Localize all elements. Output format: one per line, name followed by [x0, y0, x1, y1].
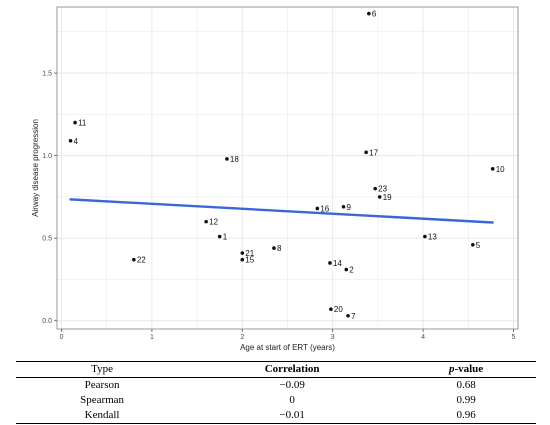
point-label: 21: [245, 249, 254, 258]
data-point: [204, 219, 208, 224]
cell-correlation: 0: [289, 394, 295, 406]
point-label: 15: [245, 256, 254, 265]
point-label: 8: [277, 244, 282, 253]
cell-p-value: 0.99: [456, 394, 476, 406]
data-point: [329, 307, 333, 311]
data-point: [341, 205, 346, 209]
point-label: 17: [369, 148, 378, 157]
data-point: [373, 186, 377, 191]
data-point: [68, 138, 73, 143]
x-axis-title: Age at start of ERT (years): [240, 343, 335, 352]
cell-type: Kendall: [84, 409, 120, 421]
x-tick-label: 0: [60, 334, 64, 341]
table-header-row: Type Correlation p-value: [16, 361, 536, 378]
point-label: 12: [209, 218, 218, 227]
point-label: 11: [78, 119, 87, 128]
y-tick-label: 0.5: [42, 236, 52, 243]
point-label: 14: [333, 259, 342, 268]
data-point: [272, 246, 276, 250]
y-tick-label: 1.5: [42, 71, 52, 78]
data-point: [471, 242, 475, 247]
point-label: 9: [347, 203, 352, 212]
point-label: 1: [223, 233, 228, 242]
data-point: [344, 267, 349, 272]
data-point: [490, 167, 495, 171]
cell-p-value: 0.68: [456, 379, 476, 391]
point-label: 13: [428, 233, 437, 242]
data-point: [346, 313, 350, 318]
point-label: 16: [320, 204, 329, 213]
data-point: [132, 257, 136, 262]
y-tick-label: 0.0: [42, 318, 52, 325]
x-tick-label: 5: [512, 334, 516, 341]
data-point: [225, 157, 229, 161]
panel-border: [56, 6, 519, 330]
point-label: 2: [349, 266, 354, 275]
data-point: [73, 120, 77, 125]
x-tick-label: 2: [240, 334, 244, 341]
cell-correlation: −0.01: [279, 409, 305, 421]
data-point: [367, 11, 371, 16]
cell-type: Spearman: [80, 394, 125, 406]
point-label: 5: [476, 241, 481, 250]
data-point: [240, 257, 245, 262]
x-tick-label: 3: [331, 334, 335, 341]
header-p-suffix: -value: [454, 363, 484, 375]
data-point: [328, 261, 332, 265]
point-label: 19: [383, 193, 392, 202]
table-row: Kendall −0.01 0.96: [16, 408, 536, 424]
data-point: [364, 150, 368, 155]
data-point: [240, 251, 245, 255]
data-point: [315, 206, 320, 211]
header-p-value: p-value: [396, 362, 536, 378]
x-tick-label: 1: [150, 334, 154, 341]
point-label: 23: [378, 185, 387, 194]
trend-layer: [69, 198, 494, 224]
table-row: Spearman 0 0.99: [16, 393, 536, 408]
x-tick-label: 4: [421, 334, 425, 341]
y-tick-label: 1.0: [42, 153, 52, 160]
point-label: 6: [372, 10, 377, 19]
y-axis-title: Airway disease progression: [31, 119, 40, 217]
point-label: 18: [230, 155, 239, 164]
header-type: Type: [91, 363, 113, 375]
cell-type: Pearson: [84, 379, 120, 391]
table-row: Pearson −0.09 0.68: [16, 378, 536, 394]
cell-correlation: −0.09: [279, 379, 305, 391]
point-label: 10: [496, 165, 505, 174]
ticks-layer: 0 1 2 3 4 50.00.51.01.5: [42, 71, 515, 341]
point-label: 20: [334, 305, 343, 314]
grid-layer: [57, 7, 518, 329]
cell-p-value: 0.96: [456, 409, 476, 421]
regression-line: [69, 198, 494, 224]
data-point: [217, 234, 222, 239]
header-correlation: Correlation: [264, 363, 320, 375]
data-point: [377, 195, 382, 199]
scatter-chart: 0 1 2 3 4 50.00.51.01.5 124567891011121314151…: [31, 6, 519, 352]
data-point: [423, 234, 427, 239]
point-label: 7: [351, 312, 356, 321]
point-label: 22: [137, 256, 146, 265]
point-label: 4: [74, 137, 79, 146]
header-p-prefix: p: [448, 363, 455, 375]
correlation-table: Type Correlation p-value Pearson −0.09 0…: [16, 361, 536, 424]
